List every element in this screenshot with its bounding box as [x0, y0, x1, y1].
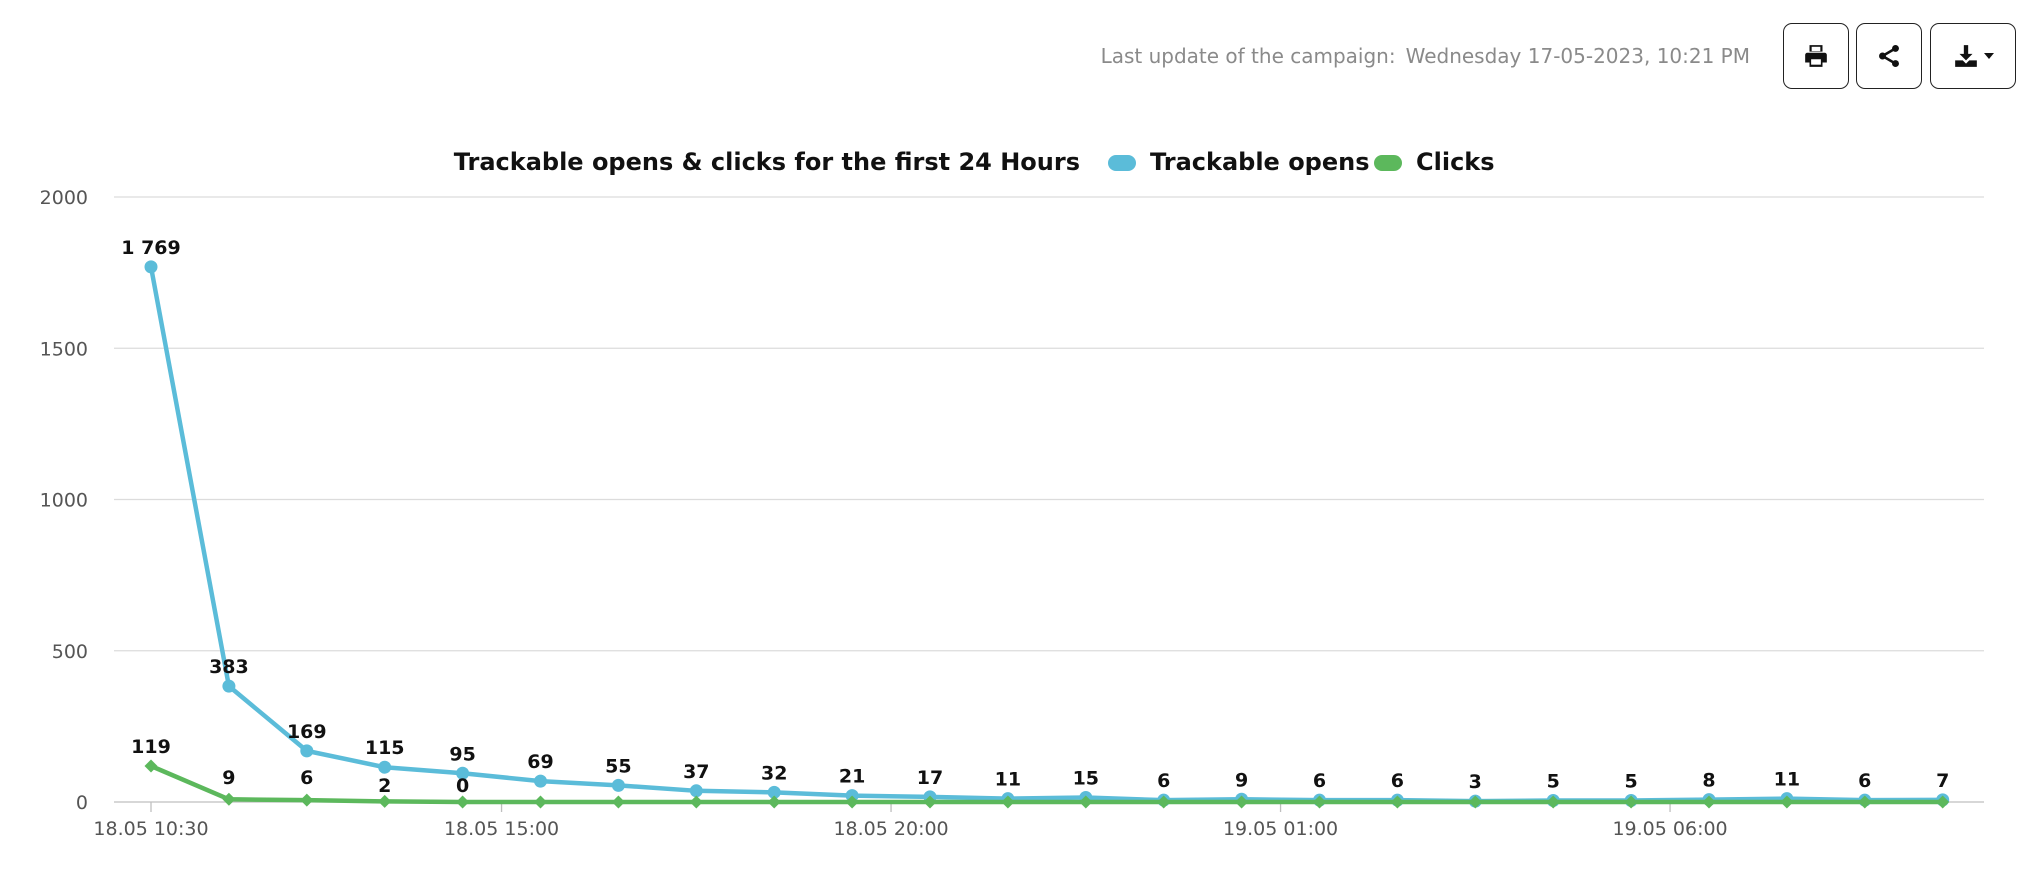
print-icon [1803, 43, 1829, 69]
clicks-point [1702, 795, 1716, 809]
share-button[interactable] [1856, 23, 1922, 89]
legend-swatch [1374, 155, 1402, 171]
trackable-opens-point [456, 766, 470, 780]
download-icon [1952, 43, 1980, 69]
trackable-opens-data-label: 383 [209, 656, 249, 678]
trackable-opens-data-label: 169 [287, 721, 327, 743]
trackable-opens-data-label: 5 [1547, 770, 1560, 792]
y-tick-label: 1000 [40, 490, 88, 512]
trackable-opens-data-label: 11 [1774, 769, 1800, 791]
trackable-opens-point [534, 774, 547, 788]
clicks-line [150, 763, 1943, 805]
y-tick-label: 1500 [40, 338, 88, 360]
legend-label: Trackable opens [1150, 148, 1370, 176]
y-tick-label: 0 [76, 792, 88, 814]
trackable-opens-data-label: 21 [839, 766, 865, 788]
share-icon [1876, 43, 1902, 69]
y-tick-label: 2000 [40, 187, 88, 209]
trackable-opens-data-label: 37 [683, 761, 709, 783]
trackable-opens-data-label: 17 [917, 767, 943, 789]
trackable-opens-data-label: 1 769 [121, 237, 181, 259]
trackable-opens-data-label: 8 [1702, 770, 1715, 792]
clicks-point [1390, 795, 1404, 809]
trackable-opens-data-label: 5 [1624, 770, 1637, 792]
clicks-data-label: 2 [378, 775, 391, 797]
clicks-point [1780, 795, 1794, 809]
download-button[interactable] [1930, 23, 2016, 89]
clicks-point [1858, 795, 1872, 809]
trackable-opens-data-label: 9 [1235, 769, 1248, 791]
header-toolbar: Last update of the campaign: Wednesday 17… [1101, 22, 2016, 90]
clicks-point [222, 792, 236, 806]
print-button[interactable] [1783, 23, 1849, 89]
trackable-opens-data-label: 7 [1936, 770, 1949, 792]
clicks-data-label: 6 [300, 767, 313, 789]
clicks-data-label: 0 [456, 775, 469, 797]
legend-label: Clicks [1416, 148, 1495, 176]
clicks-point [845, 795, 859, 809]
clicks-point [1001, 795, 1015, 809]
trackable-opens-point [378, 760, 392, 774]
trackable-opens-data-label: 55 [605, 755, 631, 777]
last-update-label: Last update of the campaign: [1100, 44, 1396, 68]
trackable-opens-data-label: 6 [1391, 770, 1404, 792]
clicks-point [300, 793, 314, 807]
clicks-point [456, 795, 470, 809]
clicks-point [1624, 795, 1638, 809]
clicks-point [1313, 795, 1326, 809]
trackable-opens-data-label: 69 [527, 751, 553, 773]
trackable-opens-line [148, 266, 1943, 804]
trackable-opens-point [767, 785, 781, 799]
x-tick-label: 18.05 10:30 [93, 818, 208, 840]
x-tick-label: 19.05 06:00 [1612, 818, 1727, 840]
clicks-point [1546, 795, 1560, 809]
clicks-point [1235, 795, 1249, 809]
clicks-point [144, 759, 158, 773]
trackable-opens-data-label: 32 [761, 762, 787, 784]
clicks-data-label: 9 [222, 767, 235, 789]
trackable-opens-data-label: 3 [1469, 771, 1482, 793]
clicks-point [923, 795, 937, 809]
x-tick-label: 18.05 20:00 [833, 818, 948, 840]
last-update-text: Last update of the campaign: Wednesday 17… [1101, 44, 1750, 68]
clicks-point [689, 795, 703, 809]
clicks-point [534, 795, 547, 809]
trackable-opens-data-label: 95 [449, 743, 475, 765]
clicks-point [1157, 795, 1171, 809]
trackable-opens-data-label: 6 [1313, 770, 1326, 792]
legend-swatch [1108, 155, 1136, 171]
trackable-opens-data-label: 6 [1858, 770, 1871, 792]
x-tick-label: 18.05 15:00 [444, 818, 559, 840]
trackable-opens-data-label: 11 [995, 769, 1021, 791]
clicks-point [1936, 795, 1950, 809]
trackable-opens-point [689, 784, 703, 798]
clicks-point [378, 794, 392, 808]
last-update-value: Wednesday 17-05-2023, 10:21 PM [1405, 44, 1750, 68]
clicks-point [1079, 795, 1093, 809]
trackable-opens-point [611, 778, 625, 792]
x-tick-label: 19.05 01:00 [1223, 818, 1338, 840]
clicks-point [611, 795, 625, 809]
trackable-opens-data-label: 115 [365, 737, 405, 759]
chart-title: Trackable opens & clicks for the first 2… [454, 148, 1080, 176]
chevron-down-icon [1984, 53, 1994, 59]
clicks-point [1468, 795, 1482, 809]
trackable-opens-point [144, 260, 158, 274]
trackable-opens-data-label: 15 [1073, 767, 1099, 789]
clicks-data-label: 119 [131, 736, 171, 758]
trackable-opens-data-label: 6 [1157, 770, 1170, 792]
clicks-point [767, 795, 781, 809]
y-tick-label: 500 [52, 641, 88, 663]
trackable-opens-point [300, 744, 314, 758]
trackable-opens-point [222, 679, 236, 693]
